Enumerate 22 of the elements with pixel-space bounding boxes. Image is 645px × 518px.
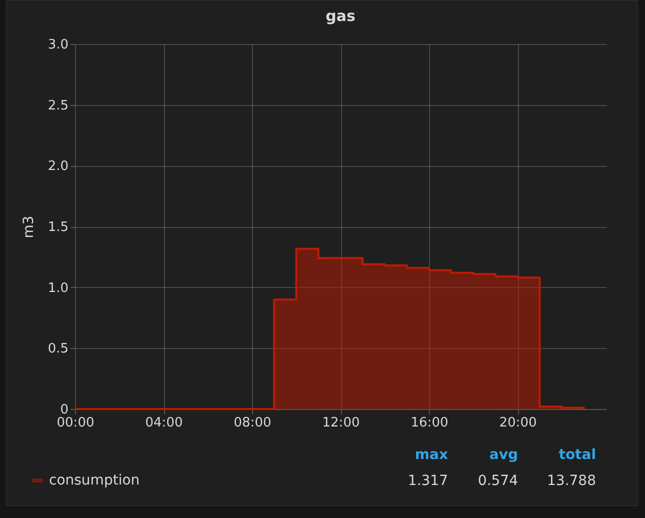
text: avg [489, 447, 518, 463]
y-tick-label: 2.5 [48, 98, 68, 114]
y-tick-label: 3.0 [48, 38, 68, 52]
legend-label: consumption [49, 472, 140, 488]
y-tick-label: 1.0 [48, 280, 68, 296]
y-tick-label: 0.5 [48, 342, 68, 357]
y-axis-title: m3 [20, 216, 37, 238]
chart-title: gas [326, 7, 356, 25]
text: 13.788 [547, 473, 596, 489]
x-tick-label: 04:00 [145, 416, 183, 430]
text: 0.574 [478, 473, 518, 489]
y-tick-label: 0 [60, 402, 68, 418]
y-tick-label: 2.0 [48, 159, 68, 174]
text: 1.317 [406, 473, 448, 489]
text: total [558, 447, 596, 463]
x-tick-label: 20:00 [499, 416, 537, 430]
x-tick-label: 08:00 [234, 416, 272, 430]
x-tick-label: 00:00 [56, 416, 94, 430]
x-tick-label: 12:00 [322, 416, 360, 430]
y-tick-label: 1.5 [48, 220, 68, 235]
x-tick-label: 16:00 [410, 416, 448, 430]
text: max [414, 447, 448, 463]
